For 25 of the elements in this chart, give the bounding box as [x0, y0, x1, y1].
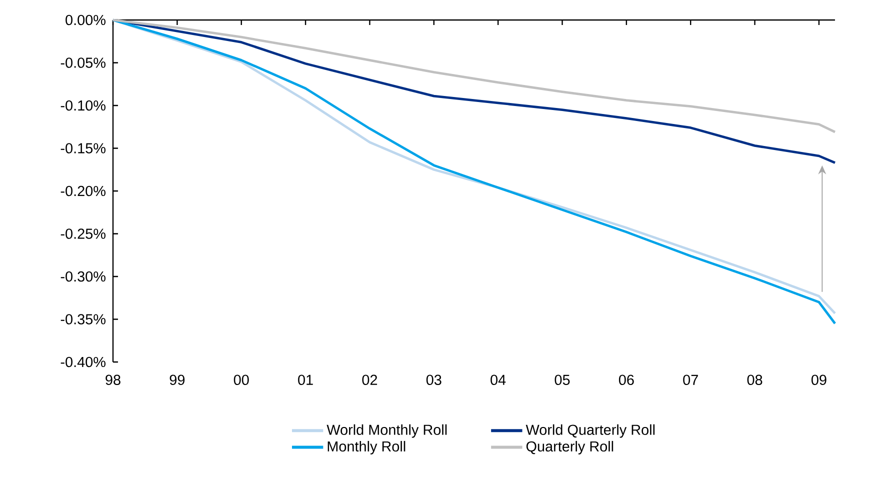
x-tick-label: 04: [490, 374, 506, 385]
x-tick-label: 00: [234, 374, 249, 385]
y-tick-label: -0.25%: [60, 228, 106, 239]
x-tick-label: 98: [106, 374, 120, 385]
legend-label: Monthly Roll: [328, 440, 406, 454]
y-tick-label: -0.05%: [60, 58, 106, 68]
legend-label: Quarterly Roll: [526, 440, 614, 454]
y-tick-label: -0.40%: [60, 356, 106, 368]
x-tick-label: 01: [298, 374, 313, 385]
y-tick-label: -0.15%: [60, 143, 106, 154]
x-tick-label: 07: [683, 374, 698, 385]
x-tick-label: 06: [618, 374, 634, 385]
x-tick-label: 03: [426, 374, 442, 385]
legend-label: World Monthly Roll: [326, 424, 447, 438]
y-tick-label: -0.10%: [60, 100, 106, 111]
y-tick-label: -0.20%: [60, 186, 106, 196]
x-tick-label: 09: [811, 374, 826, 385]
y-tick-label: 0.00%: [66, 14, 106, 26]
x-tick-label: 08: [747, 374, 762, 385]
y-tick-label: -0.35%: [60, 314, 106, 324]
x-tick-label: 99: [170, 374, 185, 385]
y-tick-label: -0.30%: [60, 271, 106, 282]
legend-label: World Quarterly Roll: [526, 424, 655, 438]
x-tick-label: 02: [362, 374, 378, 385]
x-tick-label: 05: [554, 374, 570, 385]
